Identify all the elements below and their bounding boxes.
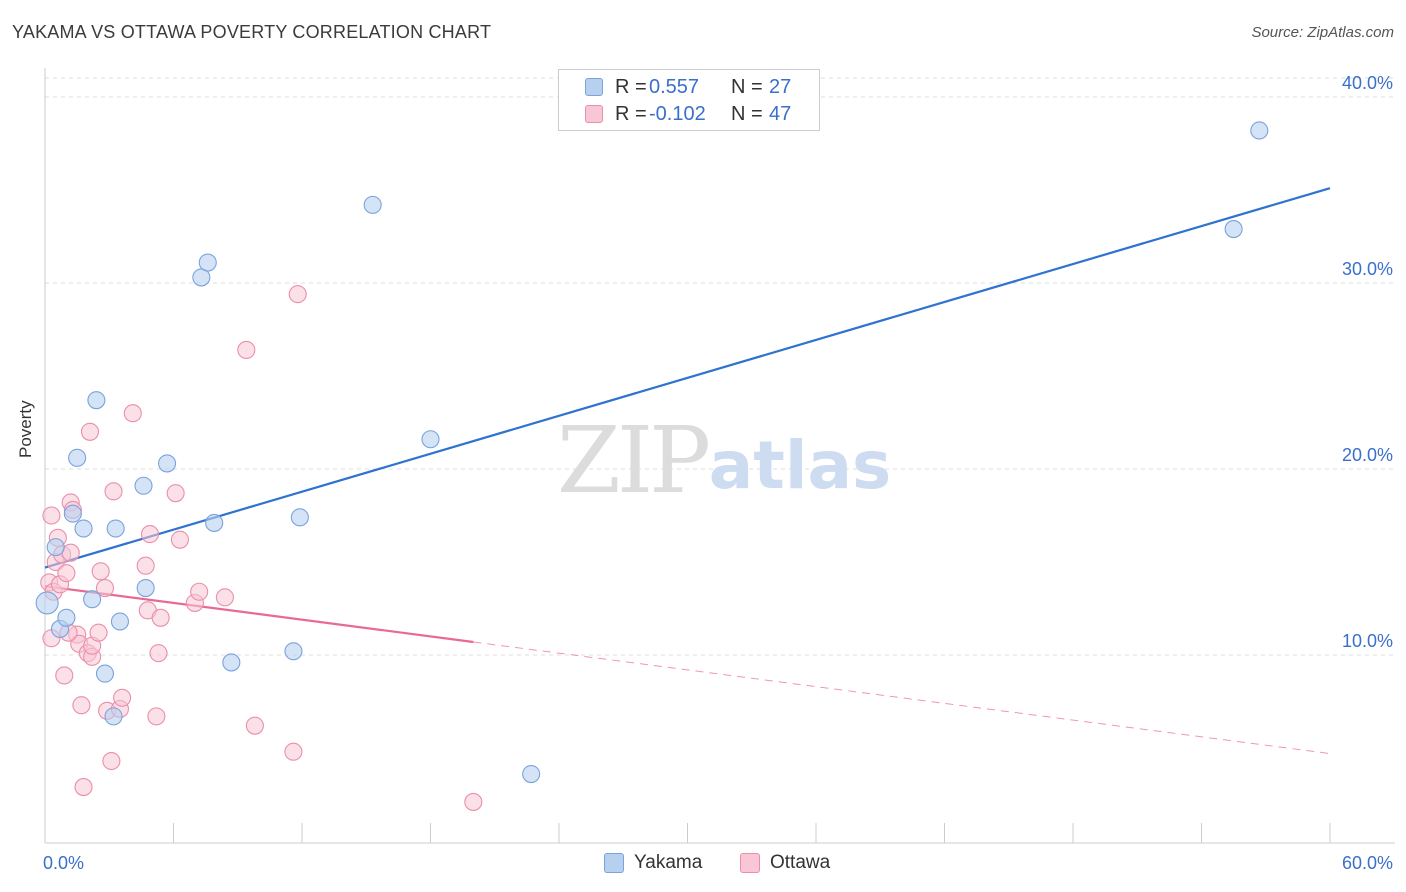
yakama-point	[158, 454, 177, 473]
yakama-point	[134, 476, 153, 495]
ottawa-point	[74, 778, 93, 797]
yakama-point	[284, 642, 303, 661]
yakama-point	[1224, 220, 1243, 239]
ottawa-point	[147, 707, 166, 726]
legend-n-value: 47	[769, 102, 792, 125]
yakama-point	[198, 253, 217, 272]
ottawa-label: Ottawa	[770, 852, 831, 873]
ottawa-point	[151, 608, 170, 627]
ottawa-point	[237, 340, 256, 360]
yakama-point	[104, 707, 123, 726]
ottawa-point	[464, 792, 483, 811]
source-credit: Source: ZipAtlas.com	[1251, 24, 1394, 41]
yakama-point	[74, 519, 93, 538]
series-legend-ottawa[interactable]: Ottawa	[740, 852, 830, 874]
legend-swatch-yakama	[585, 78, 603, 96]
ottawa-point	[113, 688, 132, 707]
y-tick-label: 40.0%	[1342, 73, 1393, 93]
yakama-point	[83, 590, 102, 609]
series-legend: Yakama Ottawa	[0, 852, 1406, 878]
yakama-point	[222, 653, 241, 672]
ottawa-point	[42, 506, 61, 525]
trend-line-ottawa	[44, 585, 474, 644]
legend-swatch-ottawa	[585, 105, 603, 123]
yakama-point	[136, 578, 155, 598]
ottawa-point	[57, 564, 76, 583]
legend-r-value: -0.102	[649, 102, 706, 125]
yakama-point	[290, 508, 309, 527]
ottawa-point	[104, 482, 123, 501]
ottawa-point	[55, 666, 74, 685]
yakama-point	[95, 664, 115, 683]
yakama-point	[87, 391, 106, 410]
yakama-swatch	[604, 853, 624, 873]
trend-line-yakama	[44, 187, 1331, 569]
yakama-point	[63, 504, 82, 523]
legend-r-label: R =	[615, 102, 647, 125]
ottawa-swatch	[740, 853, 760, 873]
ottawa-point	[245, 716, 264, 735]
ottawa-point	[215, 588, 234, 607]
yakama-label: Yakama	[634, 852, 703, 873]
series-legend-yakama[interactable]: Yakama	[604, 852, 702, 874]
legend-r-value: 0.557	[649, 75, 700, 98]
axis-layer	[44, 68, 1395, 844]
yakama-point	[1250, 121, 1269, 140]
y-axis-label: Poverty	[16, 400, 35, 458]
ottawa-point	[123, 404, 142, 423]
points-layer	[35, 121, 1269, 811]
legend-row-yakama: R = 0.557 N = 27	[585, 75, 791, 99]
ottawa-point	[95, 578, 115, 598]
ottawa-point	[72, 696, 91, 715]
legend-r-label: R =	[615, 75, 647, 98]
x-tick-label: 0.0%	[43, 853, 84, 873]
legend-row-ottawa: R = -0.102 N = 47	[585, 102, 791, 126]
watermark-zip: ZIP	[557, 407, 708, 514]
ottawa-point	[284, 742, 303, 761]
yakama-point	[57, 608, 76, 627]
watermark: ZIP atlas	[557, 407, 891, 514]
legend-n-label: N =	[731, 75, 763, 98]
trend-line-ottawa-extrapolated	[473, 641, 1331, 755]
ottawa-point	[80, 422, 100, 441]
ottawa-point	[102, 751, 121, 771]
x-tick-label: 60.0%	[1342, 853, 1393, 873]
chart-title: YAKAMA VS OTTAWA POVERTY CORRELATION CHA…	[12, 22, 492, 42]
ottawa-point	[166, 484, 185, 503]
yakama-point	[35, 591, 59, 615]
y-tick-label: 30.0%	[1342, 259, 1393, 279]
watermark-atlas: atlas	[709, 427, 892, 504]
yakama-point	[522, 764, 541, 784]
ottawa-point	[288, 285, 307, 304]
ottawa-point	[91, 562, 110, 581]
ottawa-point	[140, 525, 159, 544]
yakama-point	[46, 538, 65, 557]
legend-n-label: N =	[731, 102, 763, 125]
y-tick-label: 20.0%	[1342, 445, 1393, 465]
y-tick-label: 10.0%	[1342, 631, 1393, 651]
yakama-point	[421, 430, 440, 449]
yakama-point	[205, 513, 224, 532]
ottawa-point	[170, 530, 189, 549]
yakama-point	[68, 448, 87, 467]
tick-label-layer: 10.0% 20.0% 30.0% 40.0% 0.0% 60.0%	[43, 73, 1393, 873]
trend-layer	[44, 187, 1331, 755]
yakama-point	[363, 195, 382, 214]
yakama-point	[192, 268, 211, 287]
legend-n-value: 27	[769, 75, 792, 98]
grid-layer	[45, 77, 1395, 656]
ottawa-point	[136, 556, 155, 575]
yakama-point	[106, 519, 125, 538]
ottawa-point	[190, 582, 209, 601]
yakama-point	[110, 612, 130, 631]
correlation-legend: R = 0.557 N = 27 R = -0.102 N = 47	[558, 69, 820, 131]
ottawa-point	[89, 623, 108, 642]
ottawa-point	[149, 644, 168, 663]
